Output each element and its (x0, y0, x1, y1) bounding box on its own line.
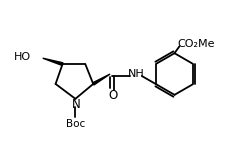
Text: HO: HO (14, 52, 31, 62)
Polygon shape (43, 58, 63, 65)
Text: NH: NH (127, 69, 144, 79)
Text: CO₂Me: CO₂Me (178, 39, 215, 49)
Text: Boc: Boc (66, 119, 85, 129)
Text: O: O (108, 89, 118, 102)
Text: N: N (72, 98, 81, 111)
Polygon shape (93, 74, 110, 85)
